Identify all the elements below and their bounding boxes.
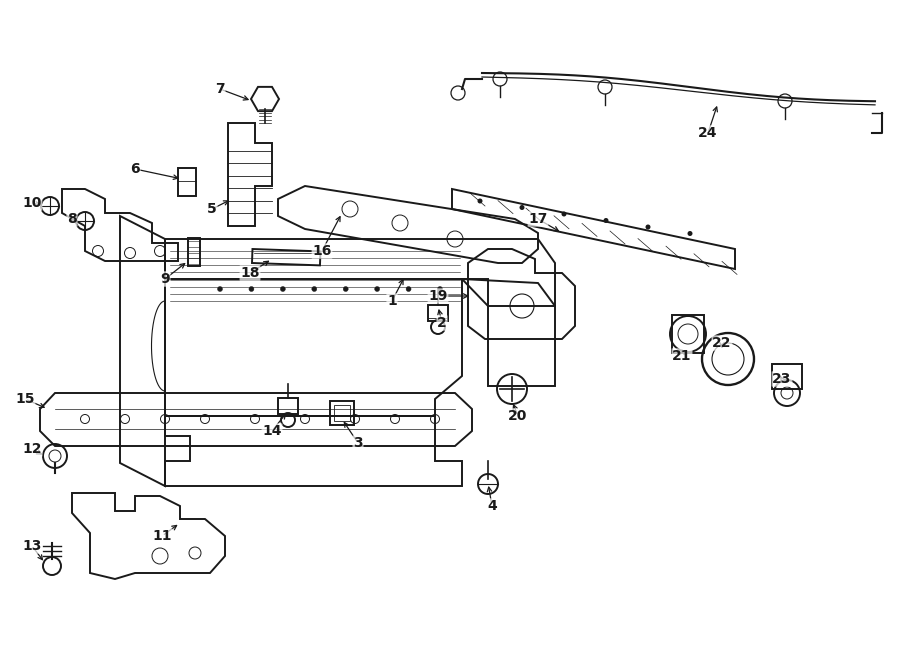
Circle shape [604,218,608,223]
Text: 23: 23 [772,372,792,386]
Circle shape [645,225,651,229]
Text: 20: 20 [508,409,527,423]
Bar [188,238,200,266]
Text: 11: 11 [152,529,172,543]
Text: 19: 19 [428,289,447,303]
Text: 3: 3 [353,436,363,450]
Text: 6: 6 [130,162,140,176]
Text: 14: 14 [262,424,282,438]
Circle shape [478,198,482,204]
Text: 22: 22 [712,336,732,350]
Bar [428,305,448,321]
Text: 15: 15 [15,392,35,406]
Bar [330,401,354,425]
Text: 18: 18 [240,266,260,280]
Bar [772,364,802,389]
Bar [278,398,298,414]
Text: 10: 10 [22,196,41,210]
Text: 2: 2 [437,316,447,330]
Circle shape [562,212,566,217]
Text: 9: 9 [160,272,170,286]
Circle shape [406,286,411,292]
Bar [334,405,350,421]
Circle shape [374,286,380,292]
Text: 4: 4 [487,499,497,513]
Circle shape [437,286,443,292]
Circle shape [519,205,525,210]
Text: 1: 1 [387,294,397,308]
Text: 8: 8 [68,212,76,226]
Bar [672,315,704,353]
Circle shape [343,286,348,292]
Text: 17: 17 [528,212,548,226]
Circle shape [218,286,222,292]
Text: 5: 5 [207,202,217,216]
Circle shape [281,286,285,292]
Text: 21: 21 [672,349,692,363]
Text: 16: 16 [312,244,332,258]
Bar [178,168,196,196]
Text: 13: 13 [22,539,41,553]
Text: 7: 7 [215,82,225,96]
Text: 24: 24 [698,126,718,140]
Text: 12: 12 [22,442,41,456]
Bar [252,249,320,265]
Circle shape [688,231,692,236]
Circle shape [249,286,254,292]
Circle shape [311,286,317,292]
